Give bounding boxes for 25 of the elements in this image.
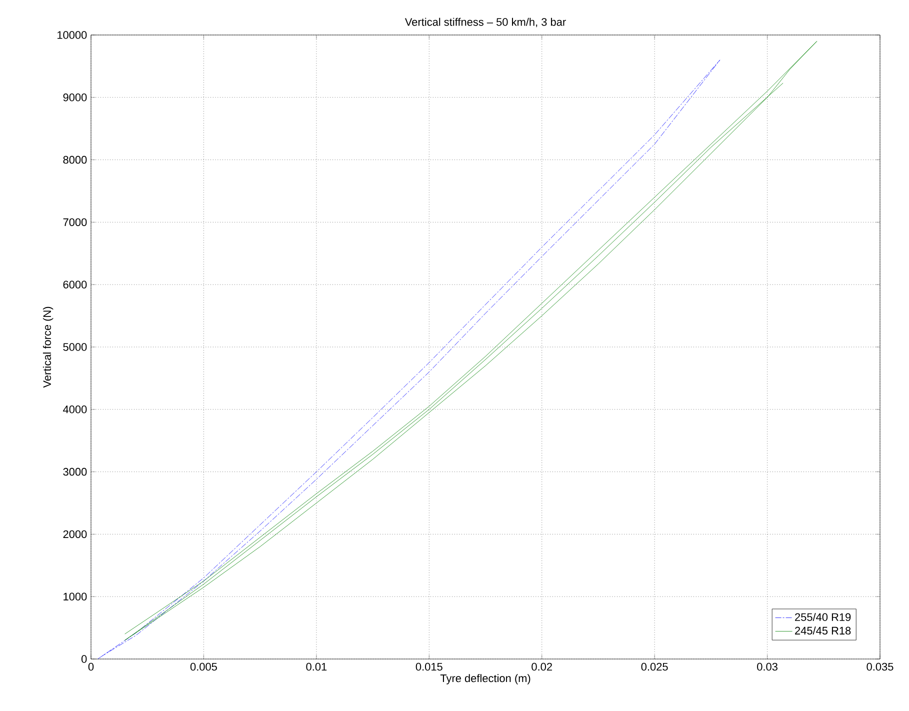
y-tick-label: 7000 (63, 218, 87, 226)
x-tick-label: 0.03 (757, 662, 778, 671)
x-tick-label: 0.02 (532, 662, 552, 671)
x-axis-title: Tyre deflection (m) (440, 674, 530, 684)
y-tick-label: 1000 (64, 592, 87, 600)
y-tick-label: 10000 (58, 31, 87, 39)
line-series (98, 60, 720, 659)
y-tick-label: 2000 (63, 530, 87, 538)
y-tick-label: 9000 (63, 94, 87, 102)
x-tick-label: 0.035 (866, 662, 894, 671)
legend-label: 255/40 R19 (795, 612, 851, 621)
y-tick-label: 4000 (63, 406, 87, 414)
x-tick-label: 0.025 (641, 662, 668, 671)
y-tick-label: 6000 (63, 280, 87, 288)
x-tick-label: 0.01 (306, 662, 327, 671)
x-tick-label: 0.005 (190, 662, 217, 671)
y-tick-label: 0 (81, 655, 87, 663)
legend-label: 245/45 R18 (795, 626, 851, 635)
y-tick-label: 5000 (63, 343, 87, 351)
y-tick-label: 3000 (63, 468, 87, 476)
y-tick-label: 8000 (63, 156, 87, 164)
y-axis-title: Vertical force (N) (42, 306, 54, 388)
x-tick-label: 0.015 (416, 662, 442, 671)
chart-title: Vertical stiffness – 50 km/h, 3 bar (404, 18, 566, 28)
x-tick-label: 0 (88, 662, 94, 671)
